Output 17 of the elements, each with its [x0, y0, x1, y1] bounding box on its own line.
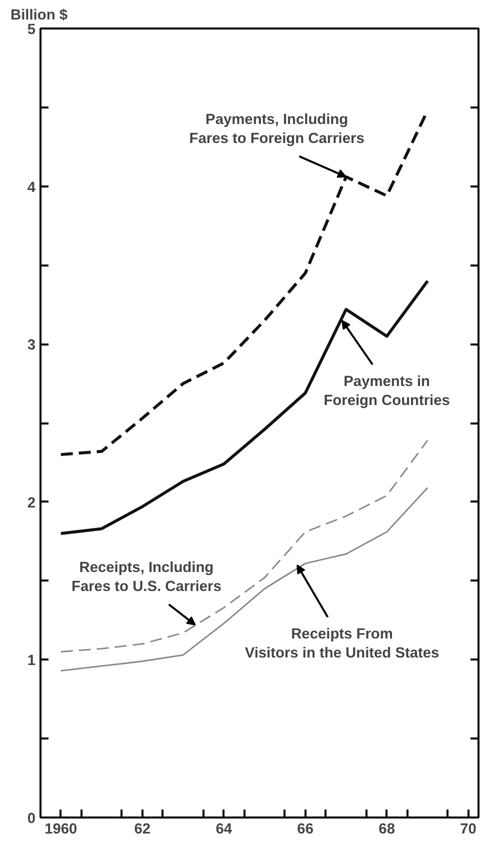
annotation: Receipts, Including Fares to U.S. Carriers	[71, 560, 222, 596]
y-tick-label: 5	[27, 22, 36, 38]
x-tick-label: 1960	[44, 822, 78, 838]
x-tick-label: 64	[216, 822, 233, 838]
y-tick-label: 1	[27, 653, 36, 670]
x-tick-label: 66	[297, 822, 314, 838]
y-axis-title: Billion $	[10, 8, 68, 24]
annotation: Payments in Foreign Countries	[324, 374, 450, 410]
annotation: Payments, Including Fares to Foreign Carriers	[189, 112, 364, 148]
x-tick-label: 62	[134, 822, 151, 838]
y-tick-label: 4	[27, 180, 36, 196]
x-tick-label: 70	[460, 822, 476, 838]
x-tick-label: 68	[378, 822, 395, 838]
y-tick-label: 2	[27, 495, 36, 512]
y-tick-label: 0	[27, 811, 36, 827]
y-tick-label: 3	[27, 338, 36, 354]
annotation: Receipts From Visitors in the United States	[244, 626, 440, 662]
